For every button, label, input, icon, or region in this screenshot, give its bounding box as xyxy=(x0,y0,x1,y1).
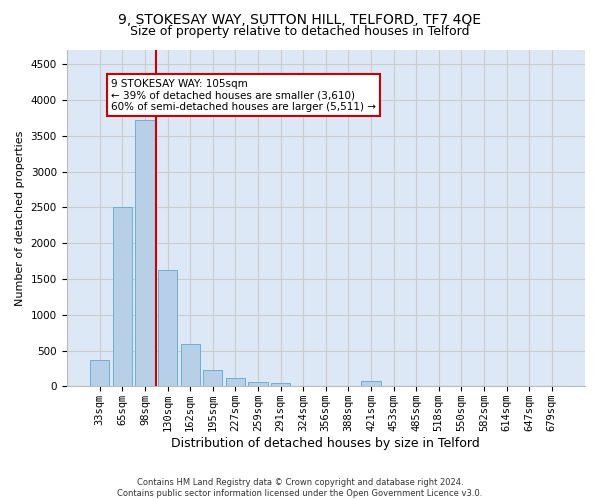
Text: 9 STOKESAY WAY: 105sqm
← 39% of detached houses are smaller (3,610)
60% of semi-: 9 STOKESAY WAY: 105sqm ← 39% of detached… xyxy=(111,78,376,112)
Bar xyxy=(248,382,268,386)
Text: Contains HM Land Registry data © Crown copyright and database right 2024.
Contai: Contains HM Land Registry data © Crown c… xyxy=(118,478,482,498)
X-axis label: Distribution of detached houses by size in Telford: Distribution of detached houses by size … xyxy=(172,437,480,450)
Y-axis label: Number of detached properties: Number of detached properties xyxy=(15,130,25,306)
Text: Size of property relative to detached houses in Telford: Size of property relative to detached ho… xyxy=(130,25,470,38)
Bar xyxy=(113,208,132,386)
Text: 9, STOKESAY WAY, SUTTON HILL, TELFORD, TF7 4QE: 9, STOKESAY WAY, SUTTON HILL, TELFORD, T… xyxy=(119,12,482,26)
Bar xyxy=(181,344,200,387)
Bar xyxy=(226,378,245,386)
Bar xyxy=(271,383,290,386)
Bar xyxy=(361,380,380,386)
Bar xyxy=(136,120,155,386)
Bar xyxy=(90,360,109,386)
Bar xyxy=(158,270,177,386)
Bar xyxy=(203,370,223,386)
